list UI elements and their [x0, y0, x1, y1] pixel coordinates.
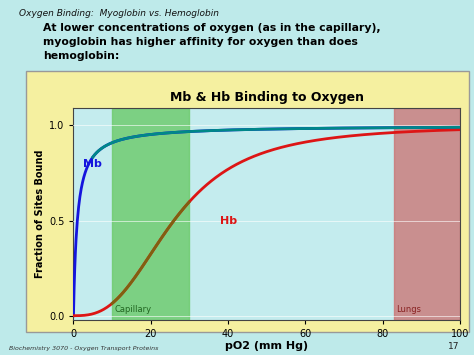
Text: At lower concentrations of oxygen (as in the capillary),: At lower concentrations of oxygen (as in… [43, 23, 380, 33]
Bar [394, 108, 460, 320]
Text: hemoglobin:: hemoglobin: [43, 51, 119, 61]
Text: myoglobin has higher affinity for oxygen than does: myoglobin has higher affinity for oxygen… [43, 37, 357, 47]
Text: Hb: Hb [220, 216, 237, 226]
Text: Oxygen Binding:  Myoglobin vs. Hemoglobin: Oxygen Binding: Myoglobin vs. Hemoglobin [19, 9, 219, 18]
Title: Mb & Hb Binding to Oxygen: Mb & Hb Binding to Oxygen [170, 91, 364, 104]
Y-axis label: Fraction of Sites Bound: Fraction of Sites Bound [35, 150, 45, 278]
X-axis label: pO2 (mm Hg): pO2 (mm Hg) [225, 341, 308, 351]
Text: Capillary: Capillary [114, 305, 151, 314]
Text: Mb: Mb [83, 159, 102, 169]
Text: Biochemistry 3070 - Oxygen Transport Proteins: Biochemistry 3070 - Oxygen Transport Pro… [9, 346, 159, 351]
Text: Lungs: Lungs [396, 305, 421, 314]
Text: 17: 17 [448, 342, 460, 351]
Bar [112, 108, 189, 320]
